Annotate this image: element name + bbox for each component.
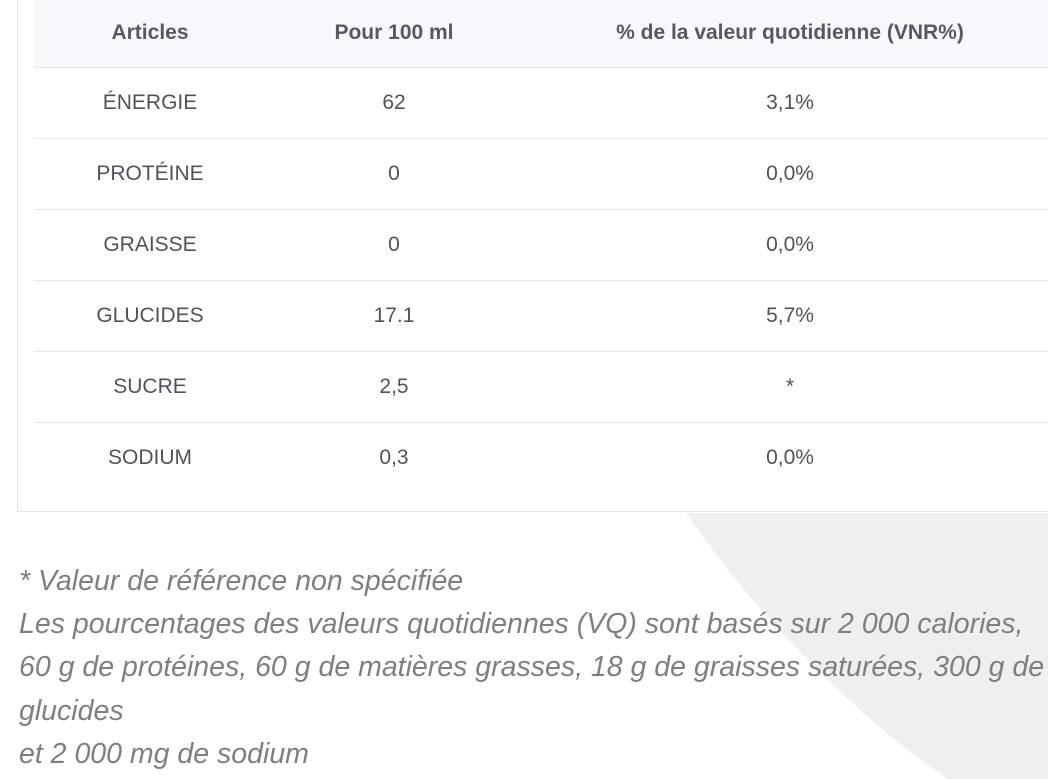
table-row: SODIUM 0,3 0,0% <box>34 422 1048 493</box>
cell-item: GLUCIDES <box>34 280 266 352</box>
column-header-daily-value: % de la valeur quotidienne (VNR%) <box>522 0 1048 68</box>
table-row: PROTÉINE 0 0,0% <box>34 138 1048 210</box>
footnotes: * Valeur de référence non spécifiée Les … <box>19 560 1048 776</box>
table-row: ÉNERGIE 62 3,1% <box>34 67 1048 139</box>
cell-daily-value: * <box>522 351 1048 423</box>
table-row: SUCRE 2,5 * <box>34 351 1048 423</box>
table-header-row: Articles Pour 100 ml % de la valeur quot… <box>34 0 1048 68</box>
reference-footnote: * Valeur de référence non spécifiée <box>19 565 464 597</box>
table-row: GLUCIDES 17.1 5,7% <box>34 280 1048 352</box>
cell-item: SUCRE <box>34 351 266 423</box>
cell-daily-value: 3,1% <box>522 67 1048 139</box>
cell-item: SODIUM <box>108 445 192 469</box>
cell-daily-value: 0,0% <box>522 138 1048 210</box>
sodium-basis-note: et 2 000 mg de sodium <box>19 737 309 770</box>
cell-daily-value: 0,0% <box>766 445 814 469</box>
cell-per-100ml: 17.1 <box>266 280 522 352</box>
cell-item: ÉNERGIE <box>34 67 266 139</box>
column-header-per-100ml: Pour 100 ml <box>266 0 522 68</box>
cell-per-100ml: 2,5 <box>266 351 522 423</box>
nutrition-table-card: Articles Pour 100 ml % de la valeur quot… <box>17 0 1048 512</box>
nutrition-table: Articles Pour 100 ml % de la valeur quot… <box>34 0 1048 493</box>
table-row: GRAISSE 0 0,0% <box>34 209 1048 281</box>
cell-daily-value: 5,7% <box>522 280 1048 352</box>
cell-item: PROTÉINE <box>34 138 266 210</box>
cell-per-100ml: 0,3 <box>379 445 409 469</box>
cell-item: GRAISSE <box>34 209 266 281</box>
daily-value-basis-note: Les pourcentages des valeurs quotidienne… <box>19 608 1045 727</box>
cell-per-100ml: 62 <box>266 67 522 139</box>
cell-per-100ml: 0 <box>266 209 522 281</box>
column-header-articles: Articles <box>34 0 266 68</box>
cell-daily-value: 0,0% <box>522 209 1048 281</box>
cell-per-100ml: 0 <box>266 138 522 210</box>
